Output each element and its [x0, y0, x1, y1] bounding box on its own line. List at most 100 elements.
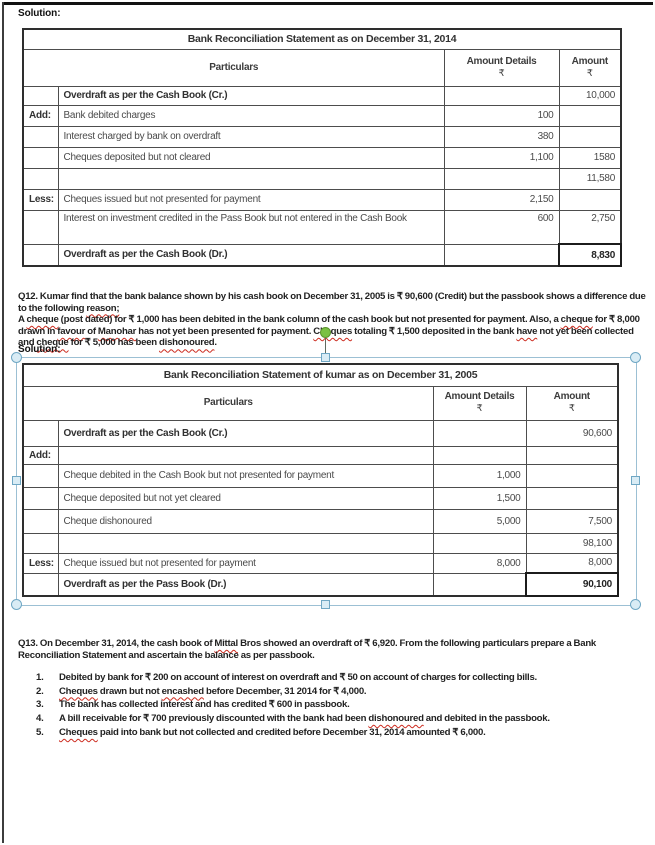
table-cell: 8,000	[432, 552, 527, 574]
selection-handle-bottom-right[interactable]	[630, 599, 641, 610]
list-number: 2.	[36, 685, 44, 697]
text-run: has not yet been presented for payment.	[136, 325, 314, 337]
question-13-list: 1. Debited by bank for ₹ 200 on account …	[36, 672, 640, 741]
table-cell: 380	[443, 125, 560, 148]
selection-handle-middle-left[interactable]	[12, 476, 21, 485]
table-cell: Overdraft as per the Cash Book (Dr.)	[57, 243, 445, 267]
column-header-amount-details: Amount Details ₹	[432, 385, 527, 421]
text-run: drawn but not	[97, 685, 162, 697]
list-item: 2. Cheques drawn but not encashed before…	[36, 686, 640, 697]
q12-paragraph-1: Q12. Kumar find that the bank balance sh…	[18, 291, 646, 314]
q12-paragraph-2: A cheque (post dated) for ₹ 1,000 has be…	[18, 314, 646, 349]
text-run: .	[214, 337, 217, 349]
page-border-top	[2, 2, 653, 5]
table-cell: Cheques issued but not presented for pay…	[57, 188, 445, 211]
column-header-amount: Amount ₹	[558, 48, 622, 87]
question-12-text: Q12. Kumar find that the bank balance sh…	[18, 291, 646, 349]
text-run: for ₹ 5,000 has been	[68, 337, 160, 349]
column-header-particulars: Particulars	[22, 48, 445, 87]
bank-reconciliation-table-2014: Bank Reconciliation Statement as on Dece…	[22, 28, 623, 267]
text-run: totaling ₹ 1,500 deposited in the bank	[352, 325, 517, 337]
table-cell	[525, 486, 619, 510]
question-13-text: Q13. On December 31, 2014, the cash book…	[18, 638, 646, 661]
misspelled-word: Manohar	[97, 325, 137, 337]
text-run: for ₹ 8,000 drawn in	[18, 314, 640, 337]
list-number: 5.	[36, 726, 44, 738]
column-header-amount-details: Amount Details ₹	[443, 48, 560, 87]
table-cell: Cheques deposited but not cleared	[57, 146, 445, 169]
rupee-symbol: ₹	[476, 403, 483, 414]
solution-label-2: Solution:	[18, 344, 61, 355]
table-cell	[432, 572, 527, 597]
text-run: before December, 31 2014 for ₹ 4,000.	[203, 685, 367, 697]
table-cell	[22, 125, 59, 148]
table-cell	[22, 209, 59, 245]
table-cell: 90,600	[525, 419, 619, 447]
table-cell	[22, 146, 59, 169]
selection-handle-top-center[interactable]	[321, 353, 330, 362]
misspelled-word: Cheques	[59, 685, 98, 697]
page-border-left	[2, 2, 4, 843]
selection-handle-top-left[interactable]	[11, 352, 22, 363]
misspelled-word: favour	[57, 325, 86, 337]
table-cell: Add:	[22, 445, 59, 465]
misspelled-word: Mittal	[214, 638, 238, 649]
table-cell	[22, 167, 59, 190]
text-run: of	[85, 325, 98, 337]
bank-reconciliation-table-2005[interactable]: Bank Reconciliation Statement of kumar a…	[22, 363, 619, 597]
selection-handle-bottom-left[interactable]	[11, 599, 22, 610]
list-item: 4. A bill receivable for ₹ 700 previousl…	[36, 713, 640, 724]
table-cell	[22, 85, 59, 106]
list-item: 5. Cheques paid into bank but not collec…	[36, 727, 640, 738]
table-title: Bank Reconciliation Statement of kumar a…	[22, 363, 619, 387]
text-run: The bank has collected interest and has …	[59, 699, 350, 711]
list-number: 4.	[36, 713, 44, 725]
table-cell: 8,000	[525, 552, 619, 574]
table-cell: Cheque debited in the Cash Book but not …	[57, 463, 434, 488]
selection-handle-top-right[interactable]	[630, 352, 641, 363]
table-cell: 8,830	[557, 243, 623, 267]
table-cell	[432, 419, 527, 447]
selection-handle-bottom-center[interactable]	[321, 600, 330, 609]
column-header-amount: Amount ₹	[525, 385, 619, 421]
table-cell: Overdraft as per the Cash Book (Cr.)	[57, 419, 434, 447]
rupee-symbol: ₹	[586, 67, 593, 79]
list-text: A bill receivable for ₹ 700 previously d…	[59, 713, 640, 724]
table-cell	[558, 104, 622, 127]
table-cell: 600	[443, 209, 560, 245]
table-cell	[22, 419, 59, 447]
table-cell	[57, 532, 434, 554]
list-item: 1. Debited by bank for ₹ 200 on account …	[36, 672, 640, 683]
table-cell: 11,580	[558, 167, 622, 190]
text-run: Q13. On December 31, 2014, the cash book…	[18, 638, 215, 649]
table-cell: Overdraft as per the Cash Book (Cr.)	[57, 85, 445, 106]
rupee-symbol: ₹	[498, 67, 505, 79]
statement-table-selected[interactable]: Bank Reconciliation Statement of kumar a…	[22, 363, 619, 597]
table-cell: 90,100	[525, 572, 619, 597]
text-run: paid into bank but not collected and cre…	[97, 726, 486, 738]
table-cell: Cheque dishonoured	[57, 508, 434, 534]
rotation-handle-icon[interactable]	[320, 327, 331, 338]
selection-handle-middle-right[interactable]	[631, 476, 640, 485]
table-cell: 1,100	[443, 146, 560, 169]
statement-table: Bank Reconciliation Statement as on Dece…	[22, 28, 623, 267]
table-cell	[525, 445, 619, 465]
table-cell	[22, 572, 59, 597]
misspelled-word: reason;	[86, 302, 120, 314]
table-cell: 1,000	[432, 463, 527, 488]
list-text: Cheques drawn but not encashed before De…	[59, 686, 640, 697]
list-number: 1.	[36, 672, 44, 683]
list-text: Cheques paid into bank but not collected…	[59, 727, 640, 738]
table-cell: 100	[443, 104, 560, 127]
rotation-handle-stem	[325, 337, 326, 357]
table-cell: 5,000	[432, 508, 527, 534]
table-cell: Less:	[22, 188, 59, 211]
misspelled-word: Cheques	[313, 325, 353, 337]
text-run: not yet been collected and	[18, 325, 634, 349]
text-run: Q12. Kumar find that the bank balance sh…	[18, 291, 646, 314]
table-cell	[22, 486, 59, 510]
table-cell: 1,500	[432, 486, 527, 510]
misspelled-word: have	[516, 325, 538, 337]
text-run: Bros showed an overdraft of ₹ 6,920. Fro…	[18, 638, 597, 661]
text-run: Debited by bank for ₹ 200 on account of …	[59, 672, 537, 683]
